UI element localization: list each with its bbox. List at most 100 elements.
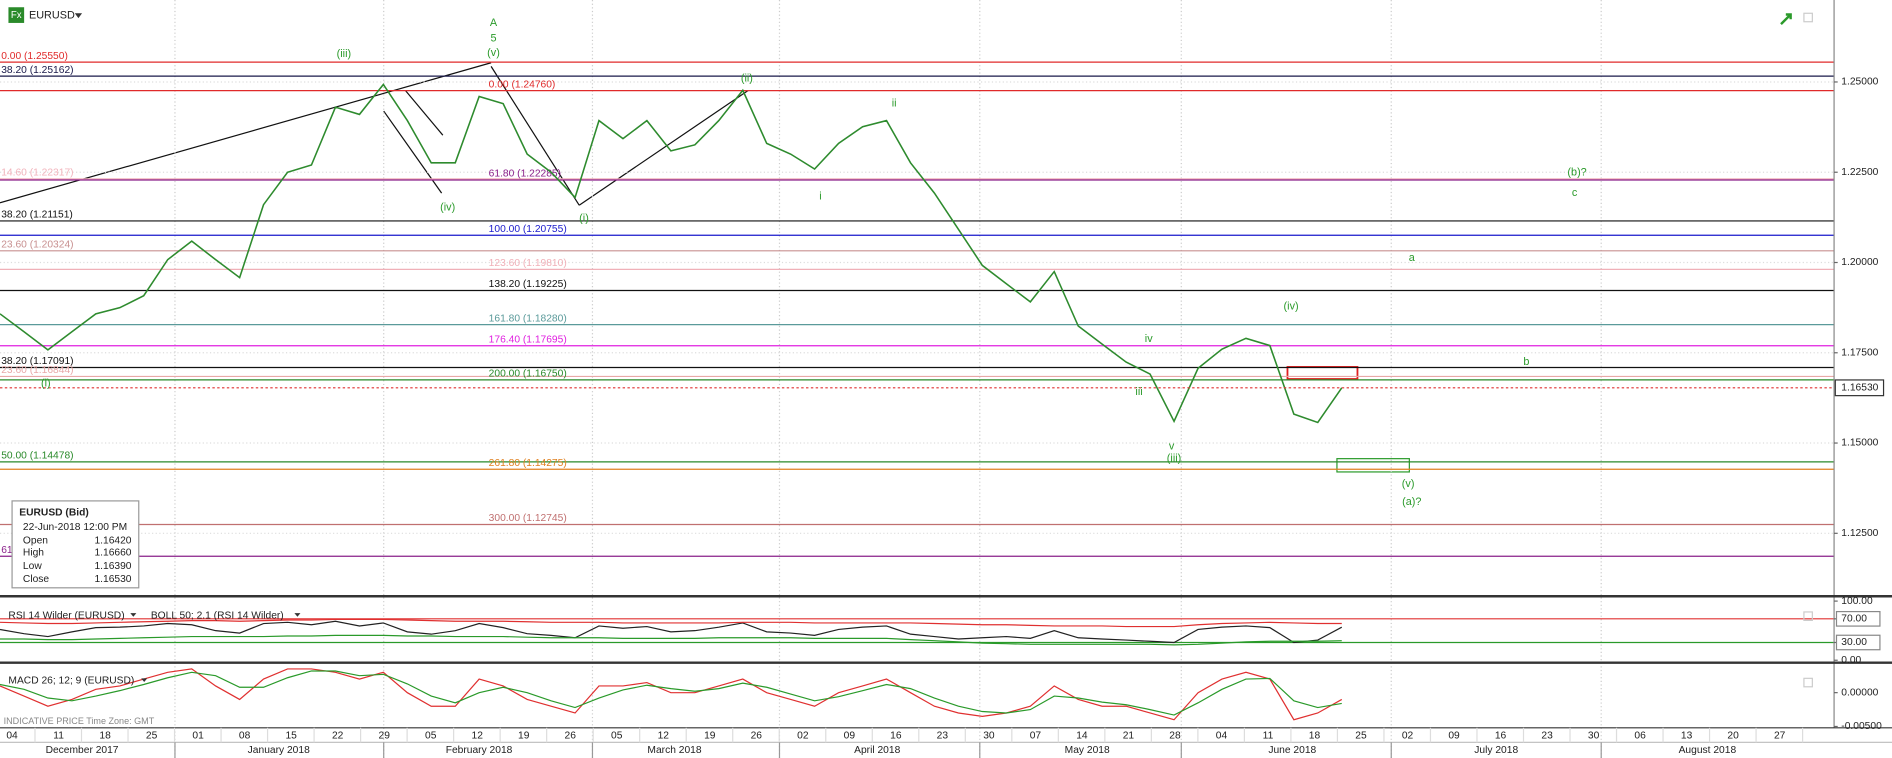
fib-level-label: 138.20 (1.19225): [489, 279, 567, 290]
target-box-green: [1336, 458, 1410, 473]
boll-title: BOLL 50; 2.1 (RSI 14 Wilder): [151, 610, 284, 621]
wave-label: (v): [487, 47, 500, 59]
x-tick-label: 04: [1216, 730, 1228, 741]
dropdown-arrow[interactable]: [141, 678, 148, 682]
wave-label: c: [1572, 187, 1578, 199]
series-line: [0, 670, 1342, 716]
x-tick-label: 16: [890, 730, 902, 741]
x-tick-label: 11: [53, 730, 64, 741]
series-line: [0, 618, 1342, 628]
wave-label: (v): [1402, 478, 1415, 490]
x-tick-label: 05: [425, 730, 437, 741]
footer-note: INDICATIVE PRICE Time Zone: GMT: [4, 716, 155, 726]
fib-level-label: 38.20 (1.21151): [1, 210, 73, 221]
info-value: 1.16530: [94, 574, 131, 585]
month-label: May 2018: [1065, 745, 1110, 756]
dropdown-arrow[interactable]: [294, 613, 301, 617]
x-tick-label: 30: [1588, 730, 1600, 741]
month-label: June 2018: [1268, 745, 1316, 756]
window-icon[interactable]: [1803, 12, 1813, 23]
month-label: August 2018: [1679, 745, 1737, 756]
y-tick-label: 1.25000: [1841, 77, 1878, 88]
y-tick-label: 0.00000: [1841, 687, 1878, 698]
fib-level-label: 200.00 (1.16750): [489, 369, 567, 380]
fib-level-label: 38.20 (1.25162): [1, 65, 73, 76]
fib-level-label: 61.80 (1.22285): [489, 169, 561, 180]
x-tick-label: 05: [611, 730, 623, 741]
x-tick-label: 12: [472, 730, 484, 741]
last-price-box: [1834, 379, 1885, 397]
fib-level-label: 14.60 (1.22317): [1, 168, 73, 179]
y-tick-label: 100.00: [1841, 596, 1873, 607]
x-tick-label: 19: [518, 730, 530, 741]
info-box-frame: [11, 500, 140, 589]
y-tick-label: 1.12500: [1841, 528, 1878, 539]
info-title: EURUSD (Bid): [19, 508, 88, 519]
fib-level-label: 161.80 (1.18280): [489, 313, 567, 324]
dropdown-arrow[interactable]: [130, 613, 137, 617]
x-tick-label: 13: [1681, 730, 1693, 741]
wave-label: a: [1409, 252, 1416, 264]
x-tick-label: 06: [1634, 730, 1646, 741]
wave-label: i: [819, 191, 821, 203]
fx-icon[interactable]: [8, 7, 25, 23]
series-line: [0, 83, 1343, 424]
wave-label: ii: [892, 98, 897, 110]
y-tick-label: 0.00: [1841, 655, 1861, 666]
info-label: Low: [23, 561, 42, 572]
wave-label: (b)?: [1567, 166, 1586, 178]
window-icon[interactable]: [1803, 611, 1813, 622]
x-tick-label: 01: [192, 730, 204, 741]
x-tick-label: 29: [378, 730, 390, 741]
fib-level-label: 23.60 (1.20324): [1, 239, 73, 250]
x-tick-label: 09: [844, 730, 856, 741]
info-box: EURUSD (Bid) 22-Jun-2018 12:00 PM Open 1…: [11, 500, 140, 589]
y-tick-label: -0.00500: [1841, 721, 1882, 732]
x-tick-label: 15: [285, 730, 297, 741]
x-tick-label: 27: [1774, 730, 1786, 741]
target-box-red: [1286, 366, 1359, 380]
x-tick-label: 21: [1123, 730, 1135, 741]
y-tick-label: 1.22500: [1841, 167, 1878, 178]
x-tick-label: 18: [1309, 730, 1321, 741]
axis-value-box: [1835, 610, 1881, 627]
x-tick-label: 08: [239, 730, 251, 741]
month-label: January 2018: [248, 745, 310, 756]
info-label: High: [23, 548, 44, 559]
wave-label: (i): [579, 212, 589, 224]
month-label: December 2017: [46, 745, 119, 756]
info-value: 1.16390: [94, 561, 131, 572]
symbol[interactable]: EURUSD: [29, 10, 75, 22]
month-label: July 2018: [1474, 745, 1518, 756]
series-line: [0, 668, 1343, 721]
last-price-label: 1.16530: [1841, 382, 1878, 393]
info-label: Open: [23, 535, 48, 546]
wave-label: iii: [1135, 386, 1142, 398]
wave-label: (iv): [1284, 300, 1299, 312]
window-icon[interactable]: [1803, 677, 1813, 688]
fib-level-label: 176.40 (1.17695): [489, 334, 567, 345]
wave-label: v: [1169, 440, 1175, 452]
expand-icon[interactable]: [1780, 13, 1792, 25]
x-tick-label: 12: [658, 730, 670, 741]
macd-title: MACD 26; 12; 9 (EURUSD): [8, 675, 134, 686]
dropdown-arrow[interactable]: [74, 13, 83, 19]
month-label: April 2018: [854, 745, 900, 756]
x-tick-label: 22: [332, 730, 344, 741]
month-label: February 2018: [446, 745, 513, 756]
x-tick-label: 25: [1355, 730, 1367, 741]
wave-label: (iv): [440, 201, 455, 213]
info-datetime: 22-Jun-2018 12:00 PM: [23, 522, 127, 533]
y-tick-label: 1.15000: [1841, 438, 1878, 449]
series-line: [0, 634, 1342, 646]
wave-label: (iii): [1167, 453, 1181, 465]
series-line: [0, 620, 1343, 644]
wave-label: (iii): [337, 48, 351, 60]
wave-label: 5: [490, 32, 496, 44]
x-tick-label: 28: [1169, 730, 1181, 741]
axis-value-box: [1835, 634, 1881, 651]
x-tick-label: 23: [1541, 730, 1553, 741]
info-label: Close: [23, 574, 50, 585]
x-tick-label: 26: [751, 730, 763, 741]
